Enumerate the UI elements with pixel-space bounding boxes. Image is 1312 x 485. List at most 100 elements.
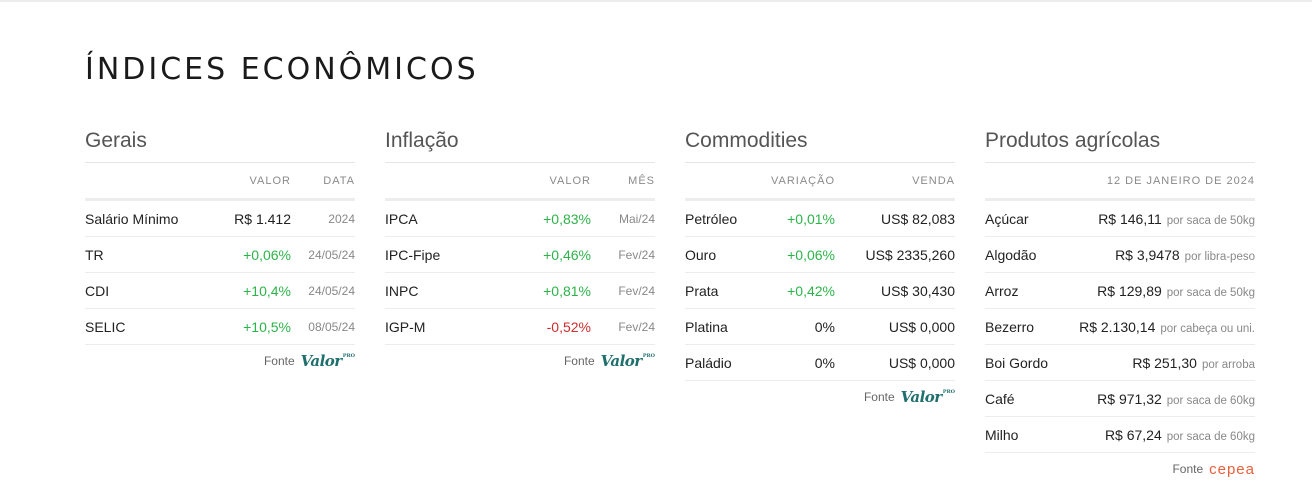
table-row: Boi Gordo R$ 251,30 por arroba <box>985 345 1255 381</box>
row-variation: 0% <box>814 318 835 335</box>
table-header: VALOR DATA <box>85 163 355 201</box>
table-row: Café R$ 971,32 por saca de 60kg <box>985 381 1255 417</box>
source-line: Fonte Valor PRO <box>385 345 655 377</box>
table-row: Açúcar R$ 146,11 por saca de 50kg <box>985 201 1255 237</box>
table-row: IPCA +0,83% Mai/24 <box>385 201 655 237</box>
table-row: Prata +0,42% US$ 30,430 <box>685 273 955 309</box>
row-price: R$ 146,11 por saca de 50kg <box>1098 210 1255 227</box>
row-variation: +0,01% <box>787 210 835 227</box>
source-line: Fonte cepea <box>985 453 1255 485</box>
row-date: 08/05/24 <box>308 319 355 334</box>
row-price: R$ 67,24 por saca de 60kg <box>1104 426 1255 443</box>
source-line: Fonte Valor PRO <box>685 381 955 413</box>
row-date: 24/05/24 <box>308 283 355 298</box>
header-data: DATA <box>323 174 355 187</box>
table-row: Bezerro R$ 2.130,14 por cabeça ou uni. <box>985 309 1255 345</box>
row-value: +10,4% <box>243 282 291 299</box>
row-sell: US$ 0,000 <box>888 354 955 371</box>
row-sell: US$ 0,000 <box>888 318 955 335</box>
row-unit: por saca de 60kg <box>1166 394 1255 407</box>
page-title: ÍNDICES ECONÔMICOS <box>85 52 479 87</box>
row-month: Fev/24 <box>618 247 655 262</box>
table-row: Algodão R$ 3,9478 por libra-peso <box>985 237 1255 273</box>
panel-title-inflacao: Inflação <box>385 126 655 163</box>
row-variation: +0,06% <box>787 246 835 263</box>
row-name: TR <box>85 246 104 263</box>
source-label: Fonte <box>563 354 595 368</box>
row-price: R$ 251,30 por arroba <box>1132 354 1255 371</box>
row-name: Paládio <box>685 354 732 371</box>
row-name: CDI <box>85 282 110 299</box>
row-unit: por saca de 50kg <box>1166 286 1255 299</box>
row-month: Fev/24 <box>618 319 655 334</box>
panel-produtos-agricolas: Produtos agrícolas 12 DE JANEIRO DE 2024… <box>985 126 1255 485</box>
row-date: 2024 <box>328 211 355 226</box>
table-row: Arroz R$ 129,89 por saca de 50kg <box>985 273 1255 309</box>
table-row: SELIC +10,5% 08/05/24 <box>85 309 355 345</box>
row-name: SELIC <box>85 318 126 335</box>
row-price: R$ 129,89 por saca de 50kg <box>1097 282 1255 299</box>
header-venda: VENDA <box>912 174 955 187</box>
row-variation: 0% <box>814 354 835 371</box>
row-value: R$ 1.412 <box>234 210 291 227</box>
row-sell: US$ 30,430 <box>881 282 955 299</box>
valor-logo[interactable]: Valor PRO <box>900 388 955 406</box>
row-price: R$ 2.130,14 por cabeça ou uni. <box>1079 318 1255 335</box>
table-row: IPC-Fipe +0,46% Fev/24 <box>385 237 655 273</box>
row-value: +10,5% <box>243 318 291 335</box>
row-name: Milho <box>985 426 1019 443</box>
table-row: Milho R$ 67,24 por saca de 60kg <box>985 417 1255 453</box>
table-row: Ouro +0,06% US$ 2335,260 <box>685 237 955 273</box>
top-divider <box>0 0 1312 2</box>
table-row: INPC +0,81% Fev/24 <box>385 273 655 309</box>
row-value: +0,46% <box>543 246 591 263</box>
table-row: Salário Mínimo R$ 1.412 2024 <box>85 201 355 237</box>
table-header: VALOR MÊS <box>385 163 655 201</box>
row-name: Salário Mínimo <box>85 210 179 227</box>
header-valor: VALOR <box>249 174 291 187</box>
panel-title-agricolas: Produtos agrícolas <box>985 126 1255 163</box>
row-unit: por libra-peso <box>1184 250 1255 263</box>
header-valor: VALOR <box>549 174 591 187</box>
header-variacao: VARIAÇÃO <box>770 174 835 187</box>
row-value: +0,83% <box>543 210 591 227</box>
row-sell: US$ 2335,260 <box>865 246 955 263</box>
row-month: Fev/24 <box>618 283 655 298</box>
panel-title-commodities: Commodities <box>685 126 955 163</box>
source-line: Fonte Valor PRO <box>85 345 355 377</box>
table-row: TR +0,06% 24/05/24 <box>85 237 355 273</box>
row-unit: por cabeça ou uni. <box>1160 322 1255 335</box>
row-price: R$ 971,32 por saca de 60kg <box>1097 390 1255 407</box>
table-row: Platina 0% US$ 0,000 <box>685 309 955 345</box>
row-name: IPCA <box>385 210 418 227</box>
table-row: Petróleo +0,01% US$ 82,083 <box>685 201 955 237</box>
row-date: 24/05/24 <box>308 247 355 262</box>
row-name: IPC-Fipe <box>385 246 441 263</box>
valor-logo[interactable]: Valor PRO <box>600 352 655 370</box>
row-name: Açúcar <box>985 210 1029 227</box>
row-value: +0,81% <box>543 282 591 299</box>
table-header: 12 DE JANEIRO DE 2024 <box>985 163 1255 201</box>
table-row: CDI +10,4% 24/05/24 <box>85 273 355 309</box>
row-name: Petróleo <box>685 210 738 227</box>
row-unit: por saca de 50kg <box>1166 214 1255 227</box>
row-name: IGP-M <box>385 318 426 335</box>
row-name: Prata <box>685 282 719 299</box>
row-unit: por arroba <box>1201 358 1255 371</box>
source-label: Fonte <box>1172 462 1204 476</box>
row-value: +0,06% <box>243 246 291 263</box>
panel-inflacao: Inflação VALOR MÊS IPCA +0,83% Mai/24 IP… <box>385 126 655 377</box>
row-name: Boi Gordo <box>985 354 1049 371</box>
table-header: VARIAÇÃO VENDA <box>685 163 955 201</box>
cepea-logo[interactable]: cepea <box>1209 460 1255 478</box>
row-variation: +0,42% <box>787 282 835 299</box>
source-label: Fonte <box>263 354 295 368</box>
valor-logo[interactable]: Valor PRO <box>300 352 355 370</box>
table-row: IGP-M -0,52% Fev/24 <box>385 309 655 345</box>
row-name: Ouro <box>685 246 717 263</box>
header-date: 12 DE JANEIRO DE 2024 <box>1106 174 1255 187</box>
table-row: Paládio 0% US$ 0,000 <box>685 345 955 381</box>
row-month: Mai/24 <box>618 211 655 226</box>
header-mes: MÊS <box>628 174 655 187</box>
row-name: Algodão <box>985 246 1037 263</box>
